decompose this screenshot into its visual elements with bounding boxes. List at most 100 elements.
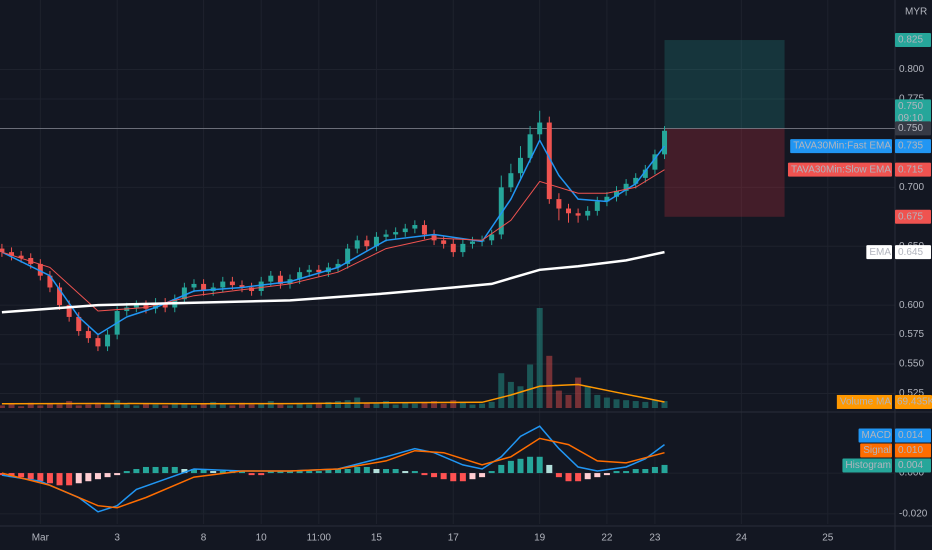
candle-body xyxy=(537,122,543,135)
candle-body xyxy=(345,248,351,264)
histogram-bar xyxy=(181,469,188,474)
volume-bar xyxy=(344,400,351,408)
histogram-bar xyxy=(613,471,620,474)
histogram-bar xyxy=(248,473,255,476)
candle-body xyxy=(268,275,274,282)
histogram-bar xyxy=(0,473,5,476)
histogram-bar xyxy=(642,469,649,474)
price-line-value: 0.750 xyxy=(898,123,923,134)
histogram-bar xyxy=(142,466,149,474)
candle-body xyxy=(95,338,101,347)
candle-body xyxy=(585,210,591,216)
price-tag-value: 0.645 xyxy=(898,247,923,258)
candle-body xyxy=(460,243,466,253)
volume-bar xyxy=(488,401,495,408)
candle-body xyxy=(76,316,82,332)
candle-body xyxy=(508,173,514,188)
last-price-value: 0.750 xyxy=(898,101,923,112)
candle-body xyxy=(546,122,552,200)
price-tag-name-box xyxy=(787,162,892,177)
histogram-bar xyxy=(104,473,111,478)
candle-body xyxy=(239,285,245,288)
candle-body xyxy=(249,287,255,292)
price-tag-value: 0.004 xyxy=(898,460,923,471)
price-tag xyxy=(895,443,931,458)
histogram-bar xyxy=(392,469,399,474)
volume-bar xyxy=(287,405,294,408)
y-tick-label: 0.800 xyxy=(899,64,924,75)
volume-bar xyxy=(565,394,572,408)
ema-line xyxy=(1,169,665,312)
histogram-bar xyxy=(507,460,514,474)
candle-body xyxy=(633,177,639,184)
candle-body xyxy=(498,187,504,235)
candle-body xyxy=(662,130,668,155)
histogram-bar xyxy=(402,471,409,474)
candle-body xyxy=(383,234,389,237)
histogram-bar xyxy=(210,471,217,474)
volume-bar xyxy=(267,401,274,408)
candle-body xyxy=(441,240,447,244)
volume-bar xyxy=(258,403,265,408)
candle-body xyxy=(469,241,475,244)
volume-bar xyxy=(450,400,457,408)
histogram-bar xyxy=(517,458,524,474)
volume-bar xyxy=(296,403,303,408)
currency: MYR xyxy=(905,7,927,18)
histogram-bar xyxy=(287,471,294,474)
volume-bar xyxy=(8,404,15,408)
histogram-bar xyxy=(479,473,486,478)
price-tag-name-box xyxy=(836,394,892,409)
price-tag-name-box xyxy=(860,443,892,458)
candle-body xyxy=(412,225,418,229)
x-tick-label: 23 xyxy=(649,533,661,544)
volume-bar xyxy=(181,404,188,408)
volume-bar xyxy=(190,405,197,408)
volume-bar xyxy=(37,405,44,408)
histogram-bar xyxy=(190,469,197,474)
candle-body xyxy=(642,169,648,178)
volume-bar xyxy=(421,401,428,408)
volume-bar xyxy=(27,402,34,408)
price-tag xyxy=(895,458,931,473)
histogram-bar xyxy=(575,473,582,482)
volume-bar xyxy=(238,402,245,408)
histogram-bar xyxy=(133,469,140,474)
histogram-bar xyxy=(75,473,82,484)
price-tag-name: MACD xyxy=(862,430,891,441)
candle-body xyxy=(306,269,312,273)
histogram-bar xyxy=(527,456,534,474)
volume-bar xyxy=(162,405,169,408)
last-price-tag xyxy=(895,99,931,127)
y-tick-label: 0.575 xyxy=(899,329,924,340)
volume-bar xyxy=(459,402,466,408)
volume-bar xyxy=(75,405,82,408)
histogram-bar xyxy=(546,464,553,474)
candle-body xyxy=(297,272,303,280)
histogram-bar xyxy=(219,471,226,474)
volume-bar xyxy=(632,401,639,408)
candle-body xyxy=(316,269,322,273)
price-tag-value: 69.435K xyxy=(897,397,932,408)
volume-bar xyxy=(94,402,101,408)
candle-body xyxy=(364,240,370,247)
histogram-bar xyxy=(56,473,63,486)
volume-bar xyxy=(248,404,255,408)
histogram-bar xyxy=(584,473,591,480)
histogram-bar xyxy=(123,471,130,474)
candle-body xyxy=(9,252,15,256)
histogram-bar xyxy=(536,456,543,474)
volume-bar xyxy=(575,377,582,408)
histogram-bar xyxy=(152,466,159,474)
volume-bar xyxy=(661,401,668,408)
candle-body xyxy=(220,281,226,288)
candle-body xyxy=(623,183,629,191)
price-tag-value: 0.010 xyxy=(898,445,923,456)
volume-bar xyxy=(479,403,486,408)
ema-line xyxy=(1,250,665,314)
candle-body xyxy=(431,234,437,241)
price-tag xyxy=(895,162,931,177)
price-tag xyxy=(895,394,932,409)
histogram-bar xyxy=(383,469,390,474)
